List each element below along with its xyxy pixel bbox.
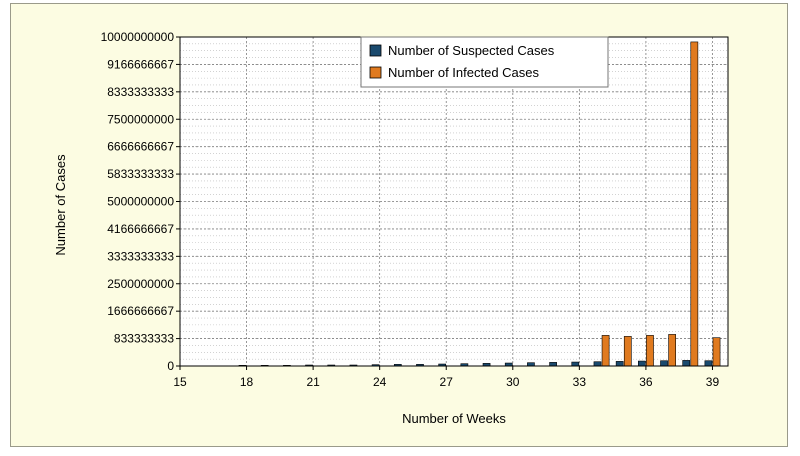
x-tick-label: 36 <box>639 375 653 389</box>
bars <box>238 41 721 367</box>
y-tick-label: 8333333333 <box>107 85 174 99</box>
bar-infected <box>668 334 676 367</box>
legend-swatch-infected <box>369 66 382 79</box>
y-tick-label: 3333333333 <box>107 249 174 263</box>
x-tick-label: 30 <box>506 375 520 389</box>
x-axis-title: Number of Weeks <box>402 411 506 426</box>
x-tick-label: 18 <box>240 375 254 389</box>
x-tick-label: 33 <box>573 375 587 389</box>
y-tick-label: 0 <box>167 359 174 373</box>
y-axis-title: Number of Cases <box>53 154 68 256</box>
bar-chart: 0833333333166666666725000000003333333333… <box>53 30 729 426</box>
bar-suspected <box>638 360 646 367</box>
bar-suspected <box>682 360 691 367</box>
y-tick-label: 2500000000 <box>107 277 174 291</box>
y-tick-label: 7500000000 <box>107 112 174 126</box>
x-tick-label: 21 <box>306 375 320 389</box>
x-tick-labels: 15 18 21 24 27 30 33 36 39 <box>173 375 719 389</box>
legend-swatch-suspected <box>369 44 382 57</box>
bar-infected <box>646 335 654 367</box>
y-tick-label: 5000000000 <box>107 195 174 209</box>
bar-suspected <box>571 361 580 367</box>
bar-infected <box>623 336 632 367</box>
y-tick-label: 5833333333 <box>107 167 174 181</box>
legend-label-infected: Number of Infected Cases <box>388 65 540 80</box>
y-tick-label: 9166666667 <box>107 57 174 71</box>
y-tick-label: 4166666667 <box>107 222 174 236</box>
bar-suspected <box>549 362 557 367</box>
x-tick-label: 27 <box>440 375 454 389</box>
bar-infected <box>601 335 610 367</box>
legend-label-suspected: Number of Suspected Cases <box>388 43 555 58</box>
y-tick-labels: 0 833333333 1666666667 2500000000 3333333333… <box>101 30 175 373</box>
bar-suspected <box>660 360 668 367</box>
legend-box <box>360 36 609 88</box>
chart-frame: 0 833333333 1666666667 2500000000 3333333333… <box>10 3 788 447</box>
y-tick-label: 6666666667 <box>107 140 174 154</box>
grid <box>179 36 728 367</box>
bar-suspected <box>704 360 713 367</box>
y-tick-label: 1666666667 <box>107 304 174 318</box>
y-tick-label: 10000000000 <box>101 30 175 44</box>
x-tick-label: 24 <box>373 375 387 389</box>
bar-infected <box>712 337 721 367</box>
legend: Number of Suspected Cases Number of Infe… <box>360 36 609 88</box>
x-tick-label: 15 <box>173 375 187 389</box>
y-tick-label: 833333333 <box>114 332 174 346</box>
bar-suspected <box>615 361 624 367</box>
bar-infected <box>690 41 699 367</box>
x-tick-label: 39 <box>706 375 720 389</box>
bar-suspected <box>593 361 602 367</box>
